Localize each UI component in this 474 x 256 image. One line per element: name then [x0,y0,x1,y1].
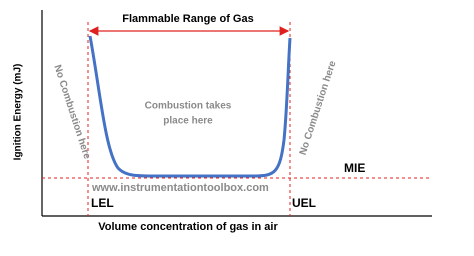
x-axis-label: Volume concentration of gas in air [98,221,278,233]
y-axis-label: Ignition Energy (mJ) [13,64,24,161]
watermark: www.instrumentationtoolbox.com [91,182,269,194]
ignition-curve [88,35,292,178]
mie-label: MIE [344,161,365,175]
center-region-label: Combustion takes [145,101,232,112]
lel-label: LEL [91,196,114,210]
center-region-label: place here [163,116,213,127]
left-region-label: No Combustion here [51,64,92,161]
title: Flammable Range of Gas [122,13,253,25]
right-region-label: No Combustion here [298,59,339,156]
uel-label: UEL [292,196,316,210]
